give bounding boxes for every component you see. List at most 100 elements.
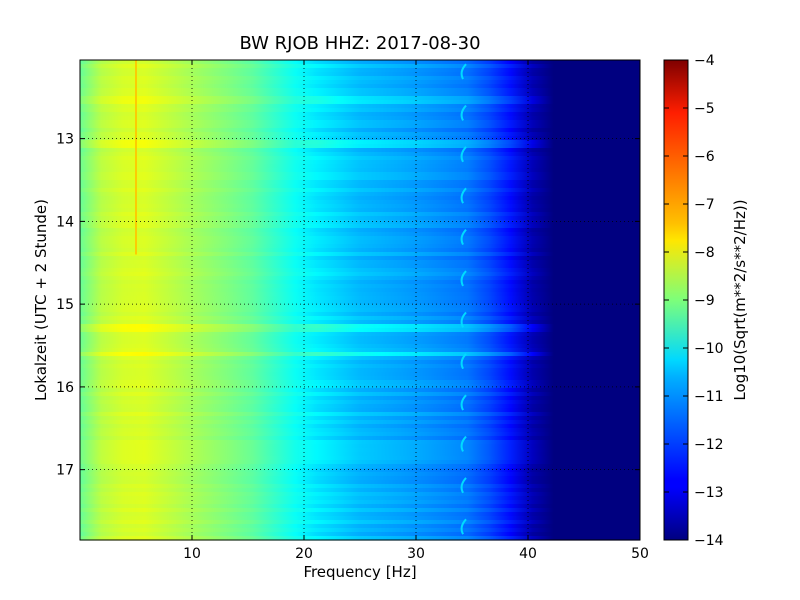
heatmap-row (80, 316, 640, 321)
heatmap-row (80, 96, 640, 101)
heatmap-row (80, 356, 640, 361)
heatmap-row (80, 480, 640, 485)
heatmap-row (80, 512, 640, 517)
heatmap-row (80, 476, 640, 481)
colorbar-tick-label: −5 (694, 101, 715, 117)
heatmap-row (80, 436, 640, 441)
heatmap-row (80, 132, 640, 137)
grid-lines (80, 60, 640, 540)
heatmap-row (80, 112, 640, 117)
x-axis-label: Frequency [Hz] (303, 563, 416, 581)
heatmap-row (80, 492, 640, 497)
heatmap-row (80, 416, 640, 421)
y-tick-label: 17 (56, 463, 74, 479)
heatmap-row (80, 264, 640, 269)
heatmap-row (80, 220, 640, 225)
heatmap-row (80, 460, 640, 465)
heatmap-row (80, 280, 640, 285)
heatmap-row (80, 160, 640, 165)
tonal-chirp (460, 104, 467, 121)
heatmap-row (80, 396, 640, 401)
colorbar-tick-label: −10 (694, 341, 724, 357)
y-tick-label: 14 (56, 214, 74, 230)
colorbar: −4 −5 −6 −7 −8 −9 −10 −11 −12 −13 −14 Log10(Sqrt(m… (663, 53, 749, 549)
colorbar-tick-label: −11 (694, 389, 724, 405)
heatmap-row (80, 72, 640, 77)
heatmap-row (80, 516, 640, 521)
colorbar-tick-label: −9 (694, 293, 715, 309)
heatmap-row (80, 524, 640, 529)
tonal-chirp (460, 270, 467, 287)
heatmap-row (80, 444, 640, 449)
heatmap-row (80, 372, 640, 377)
heatmap-row (80, 68, 640, 73)
heatmap-row (80, 420, 640, 425)
heatmap-row (80, 384, 640, 389)
heatmap-row (80, 144, 640, 149)
heatmap-row (80, 288, 640, 293)
heatmap-row (80, 388, 640, 393)
heatmap-row (80, 152, 640, 157)
heatmap-row (80, 124, 640, 129)
heatmap-row (80, 404, 640, 409)
heatmap-features (135, 60, 467, 535)
heatmap-row (80, 296, 640, 301)
heatmap-row (80, 104, 640, 109)
heatmap-row (80, 228, 640, 233)
heatmap-row (80, 496, 640, 501)
heatmap-row (80, 232, 640, 237)
heatmap-row (80, 440, 640, 445)
x-axis-ticks: 10 20 30 40 50 (183, 60, 649, 562)
heatmap-row (80, 504, 640, 509)
heatmap-row (80, 408, 640, 413)
heatmap-row (80, 260, 640, 265)
heatmap-row (80, 192, 640, 197)
heatmap-row (80, 196, 640, 201)
heatmap-row (80, 256, 640, 261)
heatmap-row (80, 252, 640, 257)
colorbar-tick-label: −14 (694, 533, 724, 549)
heatmap-row (80, 100, 640, 105)
heatmap-row (80, 464, 640, 469)
tonal-chirp (460, 477, 467, 494)
heatmap-row (80, 468, 640, 473)
x-tick-label: 40 (519, 546, 537, 562)
x-tick-label: 30 (407, 546, 425, 562)
heatmap-row (80, 184, 640, 189)
heatmap-row (80, 60, 640, 65)
heatmap-row (80, 352, 640, 357)
heatmap-row (80, 336, 640, 341)
heatmap-row (80, 412, 640, 417)
heatmap-row (80, 448, 640, 453)
heatmap-row (80, 88, 640, 93)
tonal-chirp (460, 146, 467, 163)
heatmap-row (80, 120, 640, 125)
heatmap-row (80, 240, 640, 245)
heatmap-row (80, 380, 640, 385)
heatmap-row (80, 484, 640, 489)
y-axis-ticks: 13 14 15 16 17 (56, 132, 640, 479)
heatmap-row (80, 168, 640, 173)
heatmap-row (80, 180, 640, 185)
heatmap-row (80, 424, 640, 429)
heatmap-row (80, 92, 640, 97)
colorbar-tick-label: −13 (694, 485, 724, 501)
heatmap-row (80, 244, 640, 249)
heatmap-row (80, 344, 640, 349)
heatmap-row (80, 208, 640, 213)
heatmap-row (80, 368, 640, 373)
y-tick-label: 16 (56, 380, 74, 396)
heatmap-row (80, 164, 640, 169)
heatmap-row (80, 332, 640, 337)
heatmap-row (80, 324, 640, 329)
colorbar-tick-label: −6 (694, 149, 715, 165)
heatmap-row (80, 292, 640, 297)
heatmap-row (80, 308, 640, 313)
tonal-chirp (460, 187, 467, 204)
heatmap-row (80, 108, 640, 113)
heatmap-row (80, 304, 640, 309)
narrowband-line (135, 60, 137, 255)
heatmap-row (80, 116, 640, 121)
heatmap-row (80, 488, 640, 493)
heatmap-row (80, 204, 640, 209)
